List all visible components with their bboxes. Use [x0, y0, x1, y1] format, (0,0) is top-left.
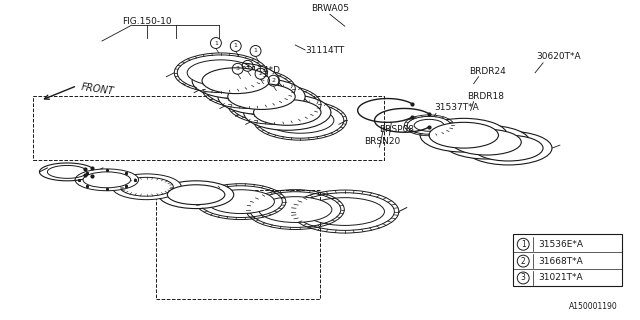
Text: 31536E*A: 31536E*A [538, 240, 583, 249]
Ellipse shape [420, 118, 508, 152]
Ellipse shape [266, 108, 334, 133]
Text: BRSN20: BRSN20 [365, 137, 401, 146]
Text: FRONT: FRONT [80, 82, 115, 97]
Ellipse shape [407, 116, 451, 134]
Text: 1: 1 [214, 41, 218, 45]
Text: 1: 1 [234, 44, 237, 49]
Ellipse shape [452, 129, 521, 155]
Ellipse shape [159, 181, 234, 209]
Text: 3: 3 [521, 274, 525, 283]
Text: 1: 1 [253, 48, 257, 53]
Ellipse shape [207, 190, 275, 213]
Ellipse shape [75, 169, 139, 191]
Ellipse shape [202, 68, 269, 93]
Text: BRSP08: BRSP08 [380, 125, 415, 134]
Ellipse shape [429, 122, 499, 148]
Ellipse shape [83, 172, 131, 188]
Ellipse shape [259, 197, 332, 222]
FancyBboxPatch shape [513, 234, 622, 286]
Text: FIG.150-10: FIG.150-10 [122, 17, 172, 26]
Ellipse shape [205, 71, 292, 107]
Ellipse shape [218, 79, 305, 114]
Ellipse shape [231, 87, 318, 122]
Text: BRDR18: BRDR18 [467, 92, 504, 100]
Ellipse shape [257, 102, 344, 138]
Text: 2: 2 [521, 257, 525, 266]
Ellipse shape [241, 92, 308, 117]
Text: 31114*D: 31114*D [241, 66, 281, 75]
Ellipse shape [192, 63, 279, 99]
Ellipse shape [305, 198, 385, 225]
Text: 31668T*A: 31668T*A [538, 257, 583, 266]
Text: 31537T*A: 31537T*A [434, 103, 479, 112]
Ellipse shape [215, 76, 282, 101]
Ellipse shape [120, 177, 173, 196]
Text: 2: 2 [271, 78, 275, 83]
Text: 31114TT: 31114TT [305, 46, 344, 55]
Ellipse shape [187, 60, 255, 86]
Text: BRWA05: BRWA05 [311, 4, 349, 13]
Text: BRDR24: BRDR24 [468, 67, 506, 76]
Ellipse shape [414, 119, 444, 131]
Ellipse shape [253, 100, 321, 125]
Ellipse shape [167, 185, 225, 204]
Ellipse shape [177, 55, 264, 91]
Text: 31021T*A: 31021T*A [538, 274, 582, 283]
Ellipse shape [474, 135, 543, 161]
Ellipse shape [228, 84, 295, 109]
Text: 2: 2 [246, 63, 250, 68]
Ellipse shape [112, 174, 181, 200]
Text: 30620T*A: 30620T*A [536, 52, 580, 61]
Ellipse shape [443, 125, 530, 159]
Ellipse shape [244, 95, 331, 130]
Ellipse shape [465, 131, 552, 165]
Text: 1: 1 [521, 240, 525, 249]
Text: 2: 2 [259, 71, 262, 76]
Text: 3: 3 [236, 66, 240, 71]
Text: A150001190: A150001190 [569, 302, 618, 311]
